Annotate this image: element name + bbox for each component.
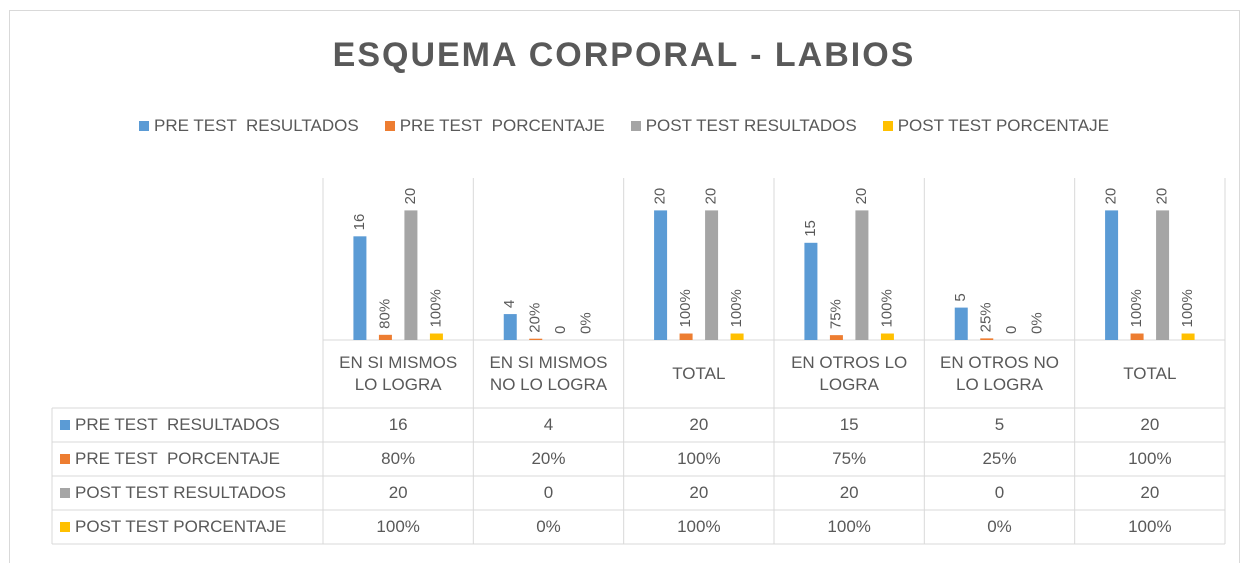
data-label: 16 — [351, 214, 368, 231]
data-label: 20% — [527, 303, 544, 333]
row-label: PRE TEST PORCENTAJE — [75, 449, 280, 468]
category-label: TOTAL — [672, 363, 726, 383]
table-cell: 25% — [982, 449, 1017, 468]
table-cell: 0% — [536, 517, 561, 536]
row-label: PRE TEST RESULTADOS — [75, 415, 280, 434]
legend-swatch — [60, 488, 70, 498]
bar — [654, 210, 668, 340]
data-label: 20 — [652, 188, 669, 205]
bar — [529, 338, 543, 340]
chart-border — [9, 10, 1240, 563]
category-label: EN SI MISMOS LO LOGRA — [339, 352, 458, 394]
legend-swatch — [139, 121, 150, 131]
data-label: 4 — [501, 300, 518, 308]
bar — [804, 242, 818, 340]
legend: PRE TEST RESULTADOS PRE TEST PORCENTAJE PO… — [0, 116, 1248, 136]
legend-swatch — [60, 522, 70, 532]
data-label: 80% — [376, 299, 393, 329]
legend-item: PRE TEST RESULTADOS — [139, 116, 359, 136]
table-cell: 20 — [388, 483, 408, 502]
data-label: 0% — [1029, 312, 1046, 334]
chart-title: ESQUEMA CORPORAL - LABIOS — [332, 36, 916, 74]
data-label: 20 — [703, 188, 720, 205]
category-label: EN SI MISMOS NO LO LOGRA — [489, 352, 608, 394]
table-cell: 0% — [987, 517, 1012, 536]
legend-label: POST TEST PORCENTAJE — [897, 116, 1109, 135]
data-label: 20 — [1103, 188, 1120, 205]
table-cell: 20% — [531, 449, 566, 468]
bar — [679, 333, 693, 340]
table-cell: 4 — [543, 415, 554, 434]
table-cell: 5 — [994, 415, 1005, 434]
legend-swatch — [630, 121, 641, 131]
data-label: 20 — [1154, 188, 1171, 205]
data-label: 100% — [728, 289, 745, 327]
row-label: POST TEST PORCENTAJE — [75, 517, 287, 536]
legend-swatch — [384, 121, 395, 131]
data-label: 0% — [578, 312, 595, 334]
bar — [503, 314, 517, 340]
legend-item: POST TEST RESULTADOS — [630, 116, 857, 136]
legend-item: PRE TEST PORCENTAJE — [384, 116, 605, 136]
data-label: 20 — [402, 188, 419, 205]
legend-label: PRE TEST PORCENTAJE — [399, 116, 605, 135]
table-cell: 20 — [1140, 483, 1160, 502]
table-cell: 20 — [839, 483, 859, 502]
bar — [829, 335, 843, 340]
table-cell: 75% — [832, 449, 867, 468]
bar — [404, 210, 418, 340]
bar — [855, 210, 869, 340]
data-label: 20 — [853, 188, 870, 205]
table-cell: 100% — [827, 517, 871, 536]
table-cell: 16 — [388, 415, 408, 434]
table-cell: 0 — [543, 483, 554, 502]
legend-label: POST TEST RESULTADOS — [645, 116, 857, 135]
data-label: 100% — [677, 289, 694, 327]
category-label: TOTAL — [1123, 363, 1177, 383]
legend-swatch — [60, 420, 70, 430]
table-cell: 20 — [1140, 415, 1160, 434]
row-label: POST TEST RESULTADOS — [75, 483, 286, 502]
bar — [705, 210, 719, 340]
bar — [378, 334, 392, 340]
category-label: EN OTROS LO LOGRA — [791, 352, 908, 394]
table-cell: 15 — [839, 415, 859, 434]
legend-swatch — [60, 454, 70, 464]
data-label: 0 — [552, 326, 569, 334]
table-cell: 100% — [1128, 449, 1172, 468]
table-cell: 100% — [376, 517, 420, 536]
bar — [880, 333, 894, 340]
bar — [730, 333, 744, 340]
legend-swatch — [882, 121, 893, 131]
bar — [1130, 333, 1144, 340]
table-cell: 100% — [677, 449, 721, 468]
bar — [980, 338, 994, 340]
data-label: 25% — [978, 302, 995, 332]
category-label: EN OTROS NO LO LOGRA — [939, 352, 1059, 394]
data-label: 100% — [1179, 289, 1196, 327]
table-cell: 80% — [381, 449, 416, 468]
bar — [1156, 210, 1170, 340]
table-cell: 0 — [994, 483, 1005, 502]
data-label: 5 — [952, 293, 969, 301]
data-label: 100% — [1128, 289, 1145, 327]
legend-item: POST TEST PORCENTAJE — [882, 116, 1109, 136]
data-label: 100% — [427, 289, 444, 327]
data-label: 75% — [827, 299, 844, 329]
legend-label: PRE TEST RESULTADOS — [154, 116, 359, 135]
bar — [954, 307, 968, 340]
bar — [1105, 210, 1119, 340]
table-cell: 20 — [689, 483, 709, 502]
bar — [353, 236, 367, 340]
table-cell: 100% — [677, 517, 721, 536]
data-label: 0 — [1003, 326, 1020, 334]
data-label: 15 — [802, 220, 819, 237]
bar — [429, 333, 443, 340]
table-cell: 20 — [689, 415, 709, 434]
bar — [1181, 333, 1195, 340]
data-label: 100% — [878, 289, 895, 327]
table-cell: 100% — [1128, 517, 1172, 536]
